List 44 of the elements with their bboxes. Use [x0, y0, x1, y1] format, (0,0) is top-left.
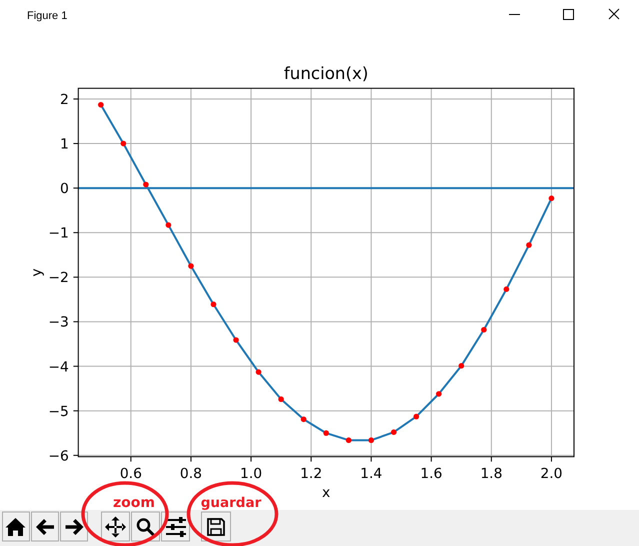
point — [481, 326, 487, 333]
point — [458, 363, 464, 369]
y-tick-label: −1 — [48, 226, 69, 242]
point — [278, 396, 284, 402]
text: guardar — [200, 495, 262, 511]
y-tick-label: −2 — [48, 270, 69, 286]
y-tick-label: −5 — [48, 404, 69, 420]
point — [413, 414, 420, 420]
x-axis-title: x — [322, 485, 330, 501]
caption: Figure 1 — [27, 10, 68, 22]
x-tick-label: 2.0 — [540, 466, 563, 482]
point — [504, 286, 510, 292]
point — [143, 182, 149, 188]
chart-title: funcion(x) — [284, 63, 368, 83]
x-tick-label: 1.8 — [480, 466, 502, 482]
x-tick-label: 0.8 — [180, 466, 202, 482]
y-tick-label: 1 — [60, 136, 69, 153]
x-tick-label: 0.6 — [120, 466, 142, 482]
point — [548, 196, 554, 202]
x-tick-label: 1.6 — [420, 466, 442, 482]
point — [368, 437, 374, 444]
point — [256, 369, 262, 375]
point — [390, 429, 397, 435]
x-tick-label: 1.4 — [360, 466, 382, 482]
y-axis-title: y — [29, 268, 45, 277]
point — [233, 337, 239, 343]
point — [300, 416, 306, 422]
point — [98, 102, 104, 108]
point — [210, 302, 216, 308]
point — [188, 263, 194, 269]
point — [323, 430, 329, 436]
point — [120, 140, 126, 146]
y-tick-label: −6 — [48, 448, 69, 464]
y-tick-label: 0 — [60, 181, 69, 198]
y-tick-label: −4 — [48, 359, 69, 376]
point — [166, 222, 172, 228]
point — [346, 437, 352, 444]
point — [436, 391, 442, 397]
y-tick-label: 2 — [60, 92, 69, 108]
text: zoom — [113, 495, 155, 511]
x-tick-label: 1.0 — [240, 466, 262, 482]
x-tick-label: 1.2 — [300, 466, 322, 482]
point — [526, 242, 532, 248]
y-tick-label: −3 — [48, 314, 69, 331]
